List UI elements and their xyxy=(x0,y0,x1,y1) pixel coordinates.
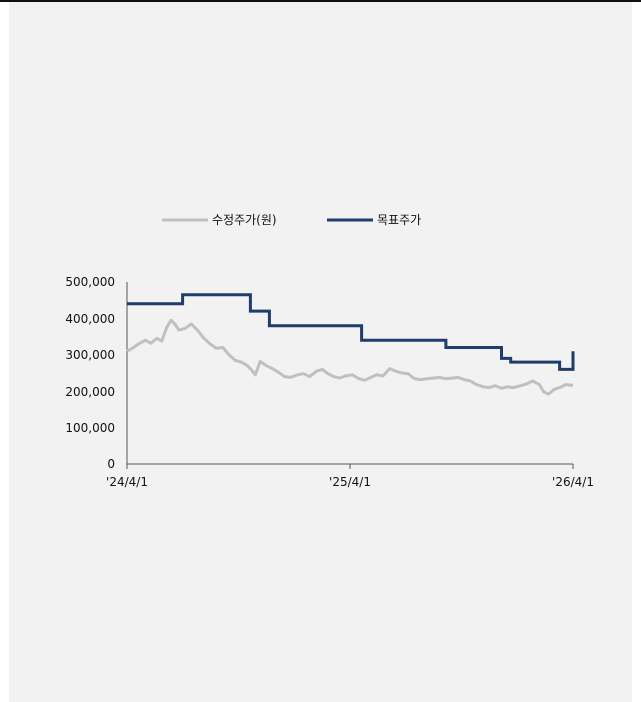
x-axis-ticks: '24/4/1 '25/4/1 '26/4/1 xyxy=(106,464,594,489)
y-tick-label: 200,000 xyxy=(65,385,115,399)
chart-panel xyxy=(9,2,632,702)
legend: 수정주가(원) 목표주가 xyxy=(162,213,421,227)
series-line-target-price xyxy=(127,293,575,371)
legend-label-target-price: 목표주가 xyxy=(377,213,421,227)
y-tick-label: 0 xyxy=(107,457,115,471)
series-line-adjusted-price xyxy=(126,318,574,396)
y-axis-ticks: 500,000 400,000 300,000 200,000 100,000 … xyxy=(65,275,115,471)
x-tick-label: '24/4/1 xyxy=(106,475,148,489)
top-rule xyxy=(0,0,641,2)
y-tick-label: 100,000 xyxy=(65,421,115,435)
legend-label-adjusted-price: 수정주가(원) xyxy=(212,213,277,227)
y-tick-label: 500,000 xyxy=(65,275,115,289)
y-tick-label: 300,000 xyxy=(65,348,115,362)
x-tick-label: '25/4/1 xyxy=(329,475,371,489)
y-tick-label: 400,000 xyxy=(65,312,115,326)
x-tick-label: '26/4/1 xyxy=(552,475,594,489)
